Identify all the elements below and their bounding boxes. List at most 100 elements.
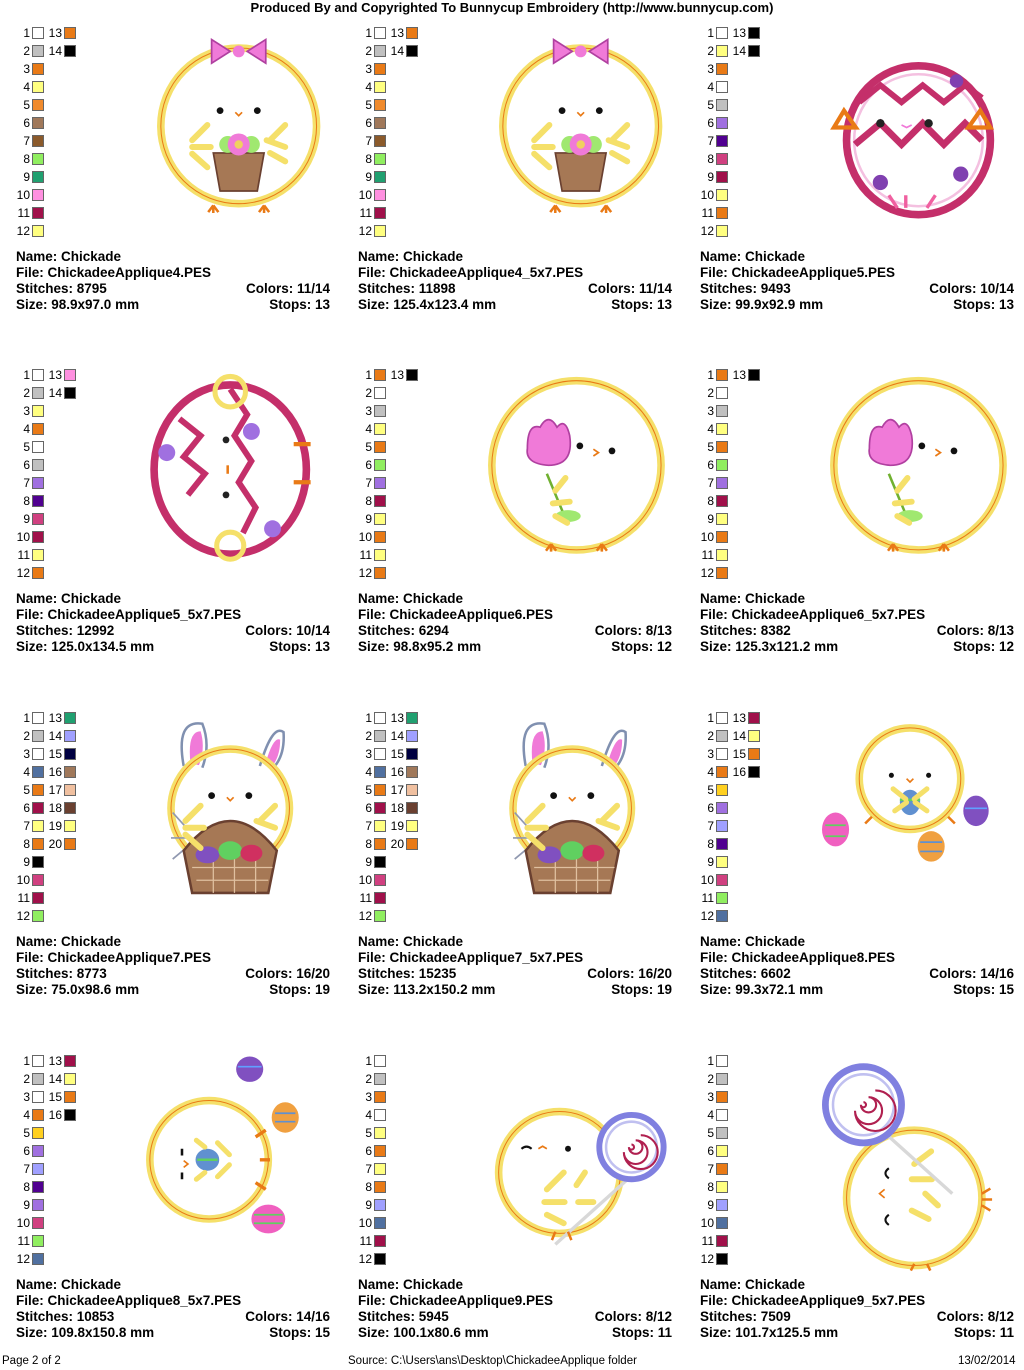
swatch-number: 6 [23,458,30,472]
swatch-number: 4 [707,422,714,436]
swatch-number: 7 [365,819,372,833]
swatch-number: 5 [23,98,30,112]
design-info: Name: Chickade File: ChickadeeApplique6.… [358,591,672,655]
swatch-number: 7 [707,1162,714,1176]
swatch-number: 8 [707,152,714,166]
design-stops: Stops: 13 [269,639,330,654]
page-header: Produced By and Copyrighted To Bunnycup … [250,0,774,15]
swatch-number: 14 [390,729,404,743]
swatch-color [32,513,44,525]
swatch-color [716,1181,728,1193]
swatch-color [716,784,728,796]
swatch-color [32,459,44,471]
swatch-number: 14 [48,386,62,400]
color-swatch: 5 [16,783,44,797]
swatch-number: 10 [700,1216,714,1230]
color-swatch: 5 [700,98,728,112]
swatch-number: 10 [358,873,372,887]
swatch-color [32,423,44,435]
design-name: Name: Chickade [16,591,122,606]
swatch-number: 6 [23,1144,30,1158]
color-swatch: 3 [700,1090,728,1104]
swatch-number: 9 [365,512,372,526]
color-swatch: 1 [358,1054,386,1068]
swatch-number: 7 [707,476,714,490]
design-preview-image [499,37,663,213]
color-swatch: 14 [390,729,418,743]
design-preview-image [157,37,321,213]
color-swatch: 18 [390,801,418,815]
design-stops: Stops: 12 [611,639,672,654]
swatch-number: 2 [707,1072,714,1086]
swatch-number: 6 [23,116,30,130]
design-cell: 1 2 3 4 5 6 7 8 9 10 11 12 Name: Chickade File: Chi… [358,1054,688,1370]
swatch-number: 11 [359,1234,372,1248]
swatch-color [32,549,44,561]
swatch-number: 16 [732,765,746,779]
design-size: Size: 98.9x97.0 mm [16,297,140,312]
swatch-color [374,1253,386,1265]
design-name: Name: Chickade [358,249,464,264]
swatch-number: 8 [365,1180,372,1194]
swatch-color [716,1091,728,1103]
color-swatch: 9 [358,855,386,869]
swatch-number: 11 [701,548,714,562]
swatch-number: 12 [700,224,714,238]
color-swatch: 13 [732,711,760,725]
color-swatch: 8 [358,1180,386,1194]
swatch-number: 5 [707,1126,714,1140]
design-stitches: Stitches: 7509 [700,1309,791,1324]
swatch-number: 10 [16,1216,30,1230]
swatch-color [374,766,386,778]
swatch-number: 11 [359,548,372,562]
swatch-number: 9 [707,512,714,526]
color-swatch: 2 [700,386,728,400]
swatch-color [64,387,76,399]
swatch-number: 15 [48,747,62,761]
swatch-number: 7 [707,819,714,833]
color-swatch: 4 [700,422,728,436]
design-preview [458,711,678,931]
swatch-number: 6 [707,801,714,815]
swatch-color [716,153,728,165]
color-swatch: 5 [358,1126,386,1140]
swatch-color [374,549,386,561]
design-preview [800,368,1020,588]
swatch-color [374,1163,386,1175]
color-swatch: 6 [358,1144,386,1158]
swatch-color [32,820,44,832]
color-swatch: 11 [700,891,728,905]
color-swatch: 8 [16,1180,44,1194]
swatch-color [64,730,76,742]
color-swatch: 15 [390,747,418,761]
design-preview-image [146,1056,299,1234]
swatch-color [64,1055,76,1067]
design-name: Name: Chickade [700,249,806,264]
design-size: Size: 109.8x150.8 mm [16,1325,155,1340]
swatch-color [32,1073,44,1085]
swatch-color [32,1163,44,1175]
swatch-color [716,856,728,868]
swatch-number: 5 [365,440,372,454]
color-swatch: 10 [358,530,386,544]
swatch-number: 8 [707,837,714,851]
color-swatch: 6 [358,801,386,815]
design-file: File: ChickadeeApplique4.PES [16,265,212,280]
swatch-number: 7 [23,1162,30,1176]
swatch-number: 6 [365,116,372,130]
swatch-number: 1 [23,711,30,725]
swatch-color [32,1235,44,1247]
color-swatch-list: 1 2 3 4 5 6 7 8 9 10 11 12 13 [358,368,468,588]
source-path: Source: C:\Users\ans\Desktop\ChickadeeAp… [348,1355,637,1367]
swatch-number: 13 [732,26,746,40]
design-info: Name: Chickade File: ChickadeeApplique6_… [700,591,1014,655]
design-stitches: Stitches: 8773 [16,966,107,981]
swatch-color [32,207,44,219]
swatch-number: 1 [707,1054,714,1068]
swatch-number: 8 [23,1180,30,1194]
swatch-color [64,1073,76,1085]
color-swatch: 17 [48,783,76,797]
swatch-color [716,766,728,778]
design-name: Name: Chickade [700,1277,806,1292]
color-swatch: 14 [390,44,418,58]
